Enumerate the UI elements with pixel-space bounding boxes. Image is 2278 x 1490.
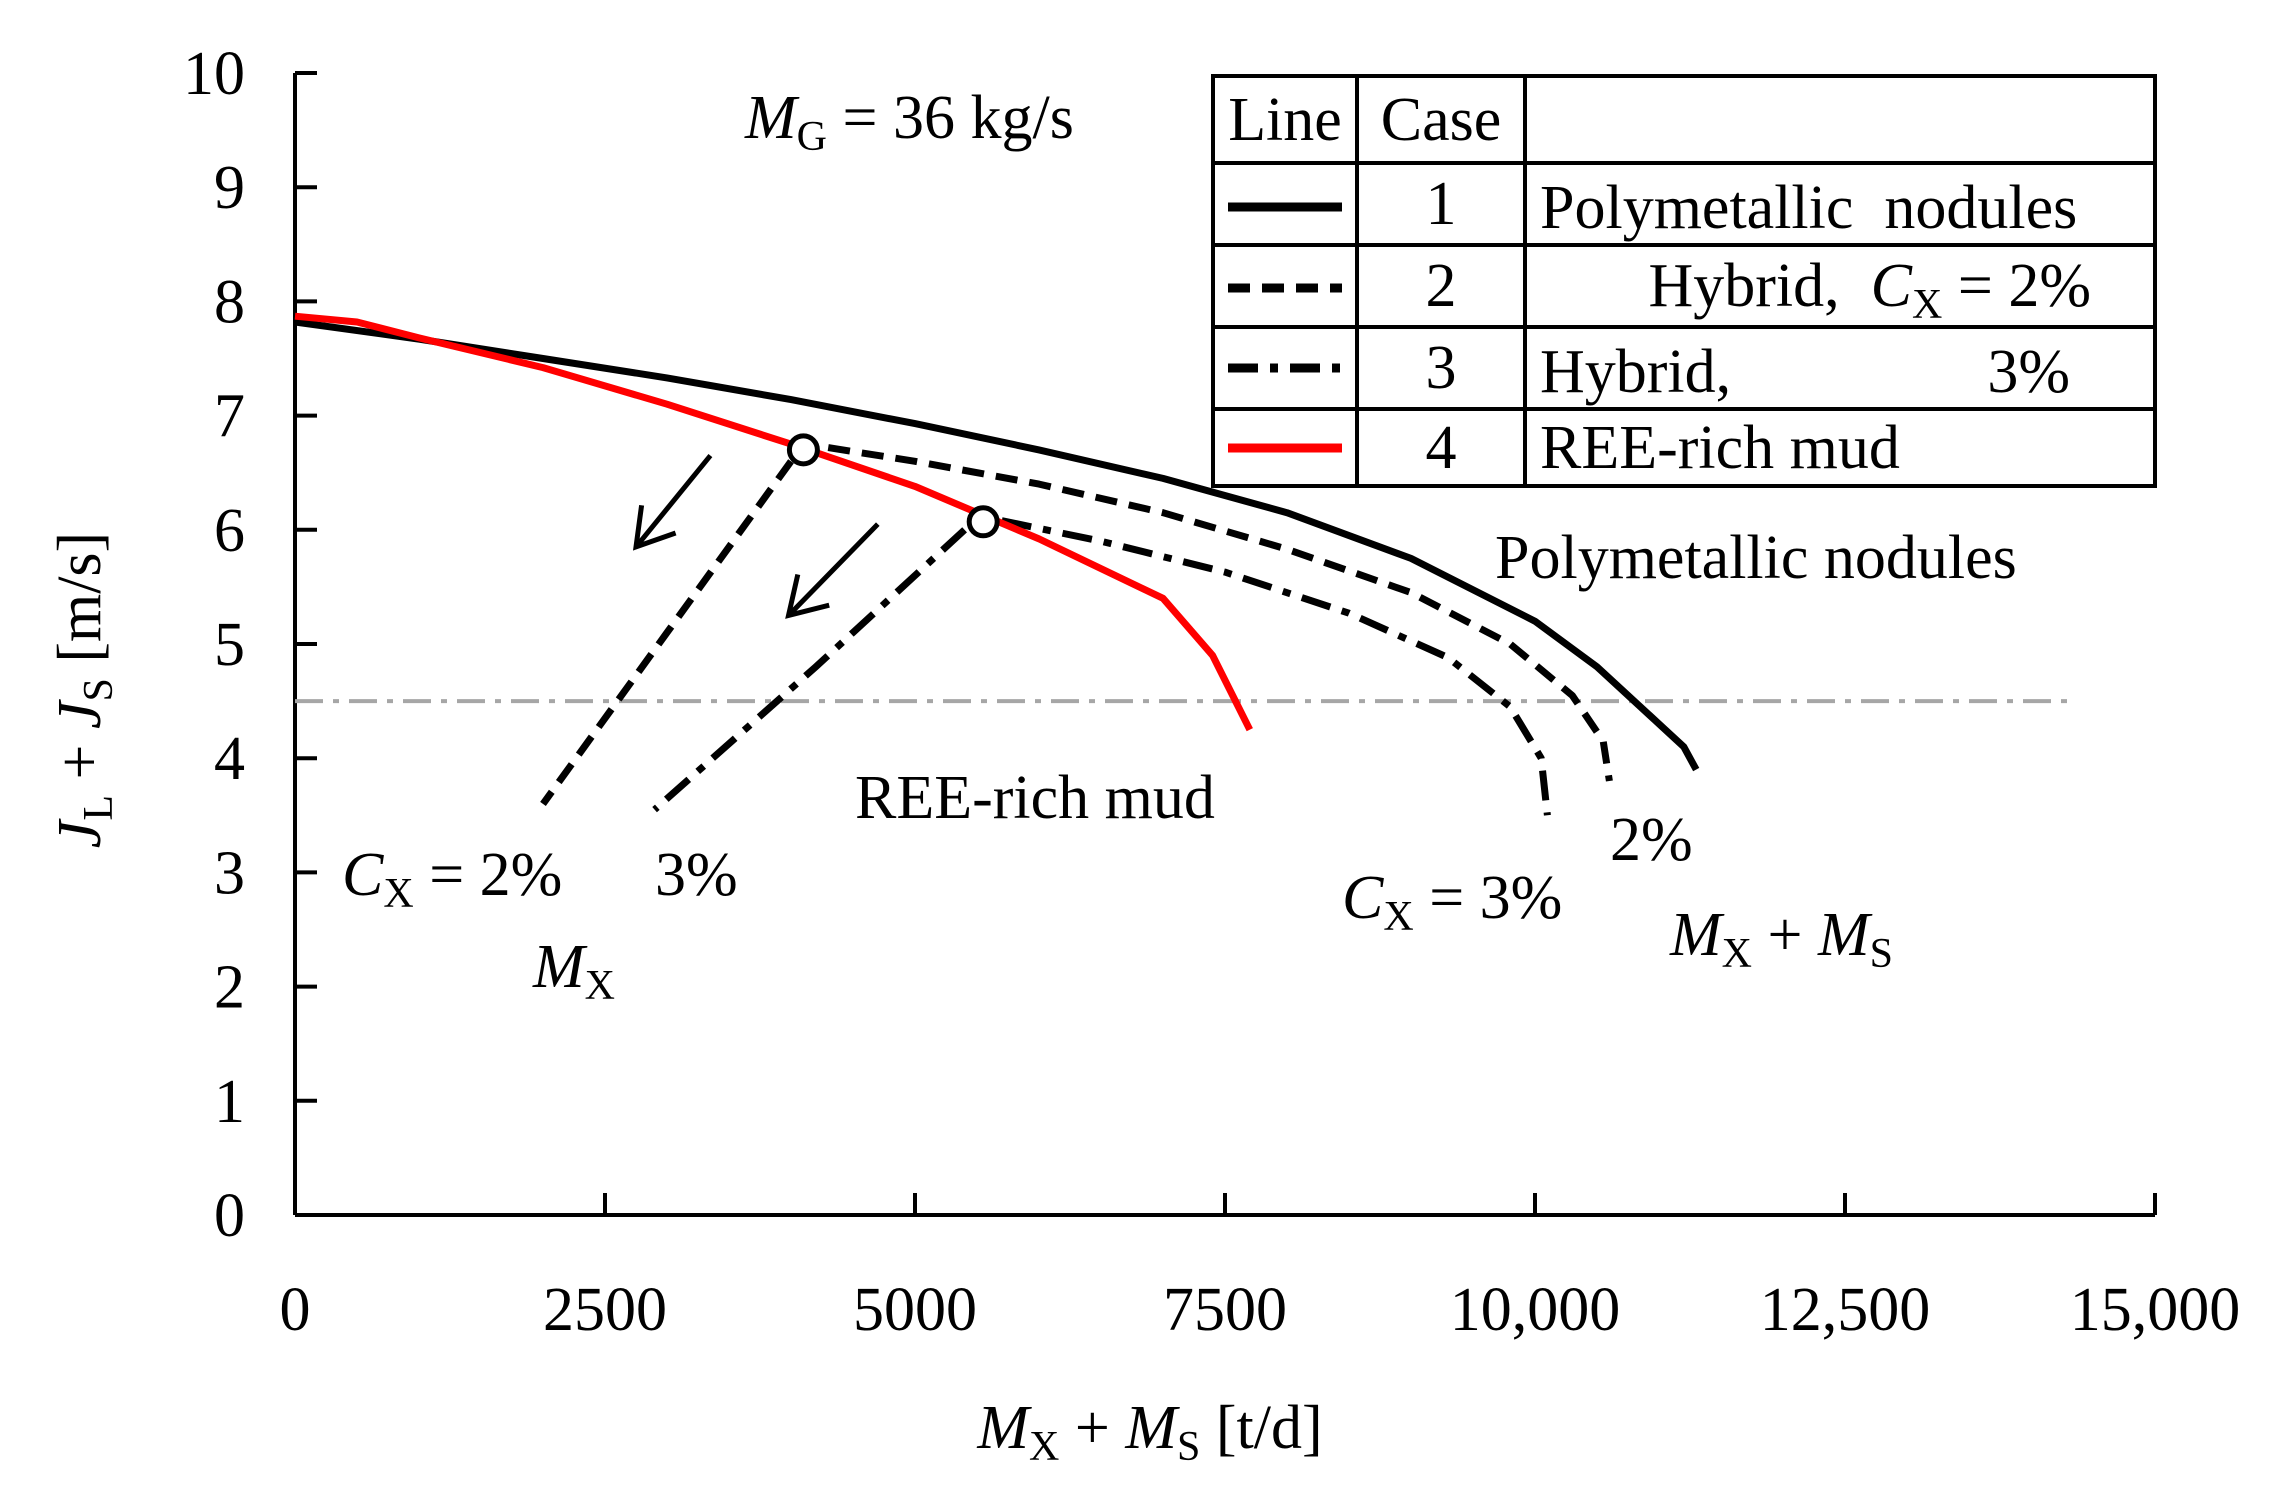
y-tick-label: 8	[214, 268, 245, 336]
x-tick-label: 7500	[1163, 1276, 1287, 1344]
series-group	[294, 312, 1700, 816]
y-tick-label: 4	[214, 725, 245, 793]
y-tick-label: 7	[214, 383, 245, 451]
legend-label-3a: Hybrid,	[1540, 338, 1731, 406]
y-tick-label: 0	[214, 1182, 245, 1250]
y-tick-label: 2	[214, 954, 245, 1022]
arrow-head	[785, 573, 830, 619]
series-line-6	[652, 527, 967, 813]
x-axis-label: MX + MS [t/d]	[976, 1394, 1322, 1470]
series-line-4	[294, 312, 1253, 732]
annotation-3pct-left: 3%	[655, 841, 738, 909]
x-tick-label: 0	[280, 1276, 311, 1344]
series-line-5	[540, 459, 794, 806]
y-tick-label: 5	[214, 611, 245, 679]
intersection-marker	[966, 505, 1000, 539]
markers-group	[632, 433, 1000, 619]
legend-case-2: 2	[1426, 252, 1457, 320]
arrow-shaft	[634, 453, 713, 549]
series-line-1	[294, 318, 1700, 772]
legend-label-1: Polymetallic nodules	[1540, 174, 2077, 242]
intersection-marker	[786, 433, 820, 467]
legend-case-1: 1	[1426, 170, 1457, 238]
annotation-mg: MG = 36 kg/s	[744, 84, 1074, 160]
series-line-2	[827, 444, 1613, 782]
y-tick-label: 10	[183, 40, 245, 108]
arrow-shaft	[786, 522, 880, 618]
y-tick-label: 1	[214, 1068, 245, 1136]
y-tick-label: 9	[214, 154, 245, 222]
arrow-head	[632, 504, 677, 551]
annotation-cx-2pct-left: CX = 2%	[342, 841, 562, 917]
legend-box	[1211, 74, 2157, 488]
x-tick-label: 2500	[543, 1276, 667, 1344]
annotation-ree-rich-mud: REE-rich mud	[855, 764, 1215, 832]
x-tick-label: 5000	[853, 1276, 977, 1344]
y-tick-label: 6	[214, 497, 245, 565]
legend: Line Case 1 Polymetallic nodules 2 Hybri…	[1211, 74, 2168, 488]
annotation-polymetallic: Polymetallic nodules	[1495, 524, 2017, 592]
annotation-cx-3pct-right: CX = 3%	[1342, 864, 1562, 940]
x-tick-label: 12,500	[1760, 1276, 1931, 1344]
annotation-mx: MX	[532, 933, 615, 1009]
legend-label-2: Hybrid, CX = 2%	[1540, 252, 2168, 328]
legend-label-3b: 3%	[1987, 338, 2070, 406]
legend-header-case: Case	[1381, 86, 1502, 154]
series-line-3	[1001, 517, 1551, 816]
y-axis-label: JL + JS [m/s]	[46, 532, 122, 848]
annotation-2pct-right: 2%	[1610, 806, 1693, 874]
annotation-mx-ms: MX + MS	[1669, 901, 1893, 977]
x-tick-label: 15,000	[2070, 1276, 2241, 1344]
legend-case-3: 3	[1426, 334, 1457, 402]
x-tick-label: 10,000	[1450, 1276, 1621, 1344]
legend-label-4: REE-rich mud	[1540, 414, 1900, 482]
legend-case-4: 4	[1426, 414, 1457, 482]
legend-header-line: Line	[1228, 86, 1342, 154]
axes: 0 1 2 3 4 5 6 7 8 9 10 0 2500 5000 7500 10,000 12,500 15,…	[183, 40, 2240, 1344]
y-tick-label: 3	[214, 839, 245, 907]
